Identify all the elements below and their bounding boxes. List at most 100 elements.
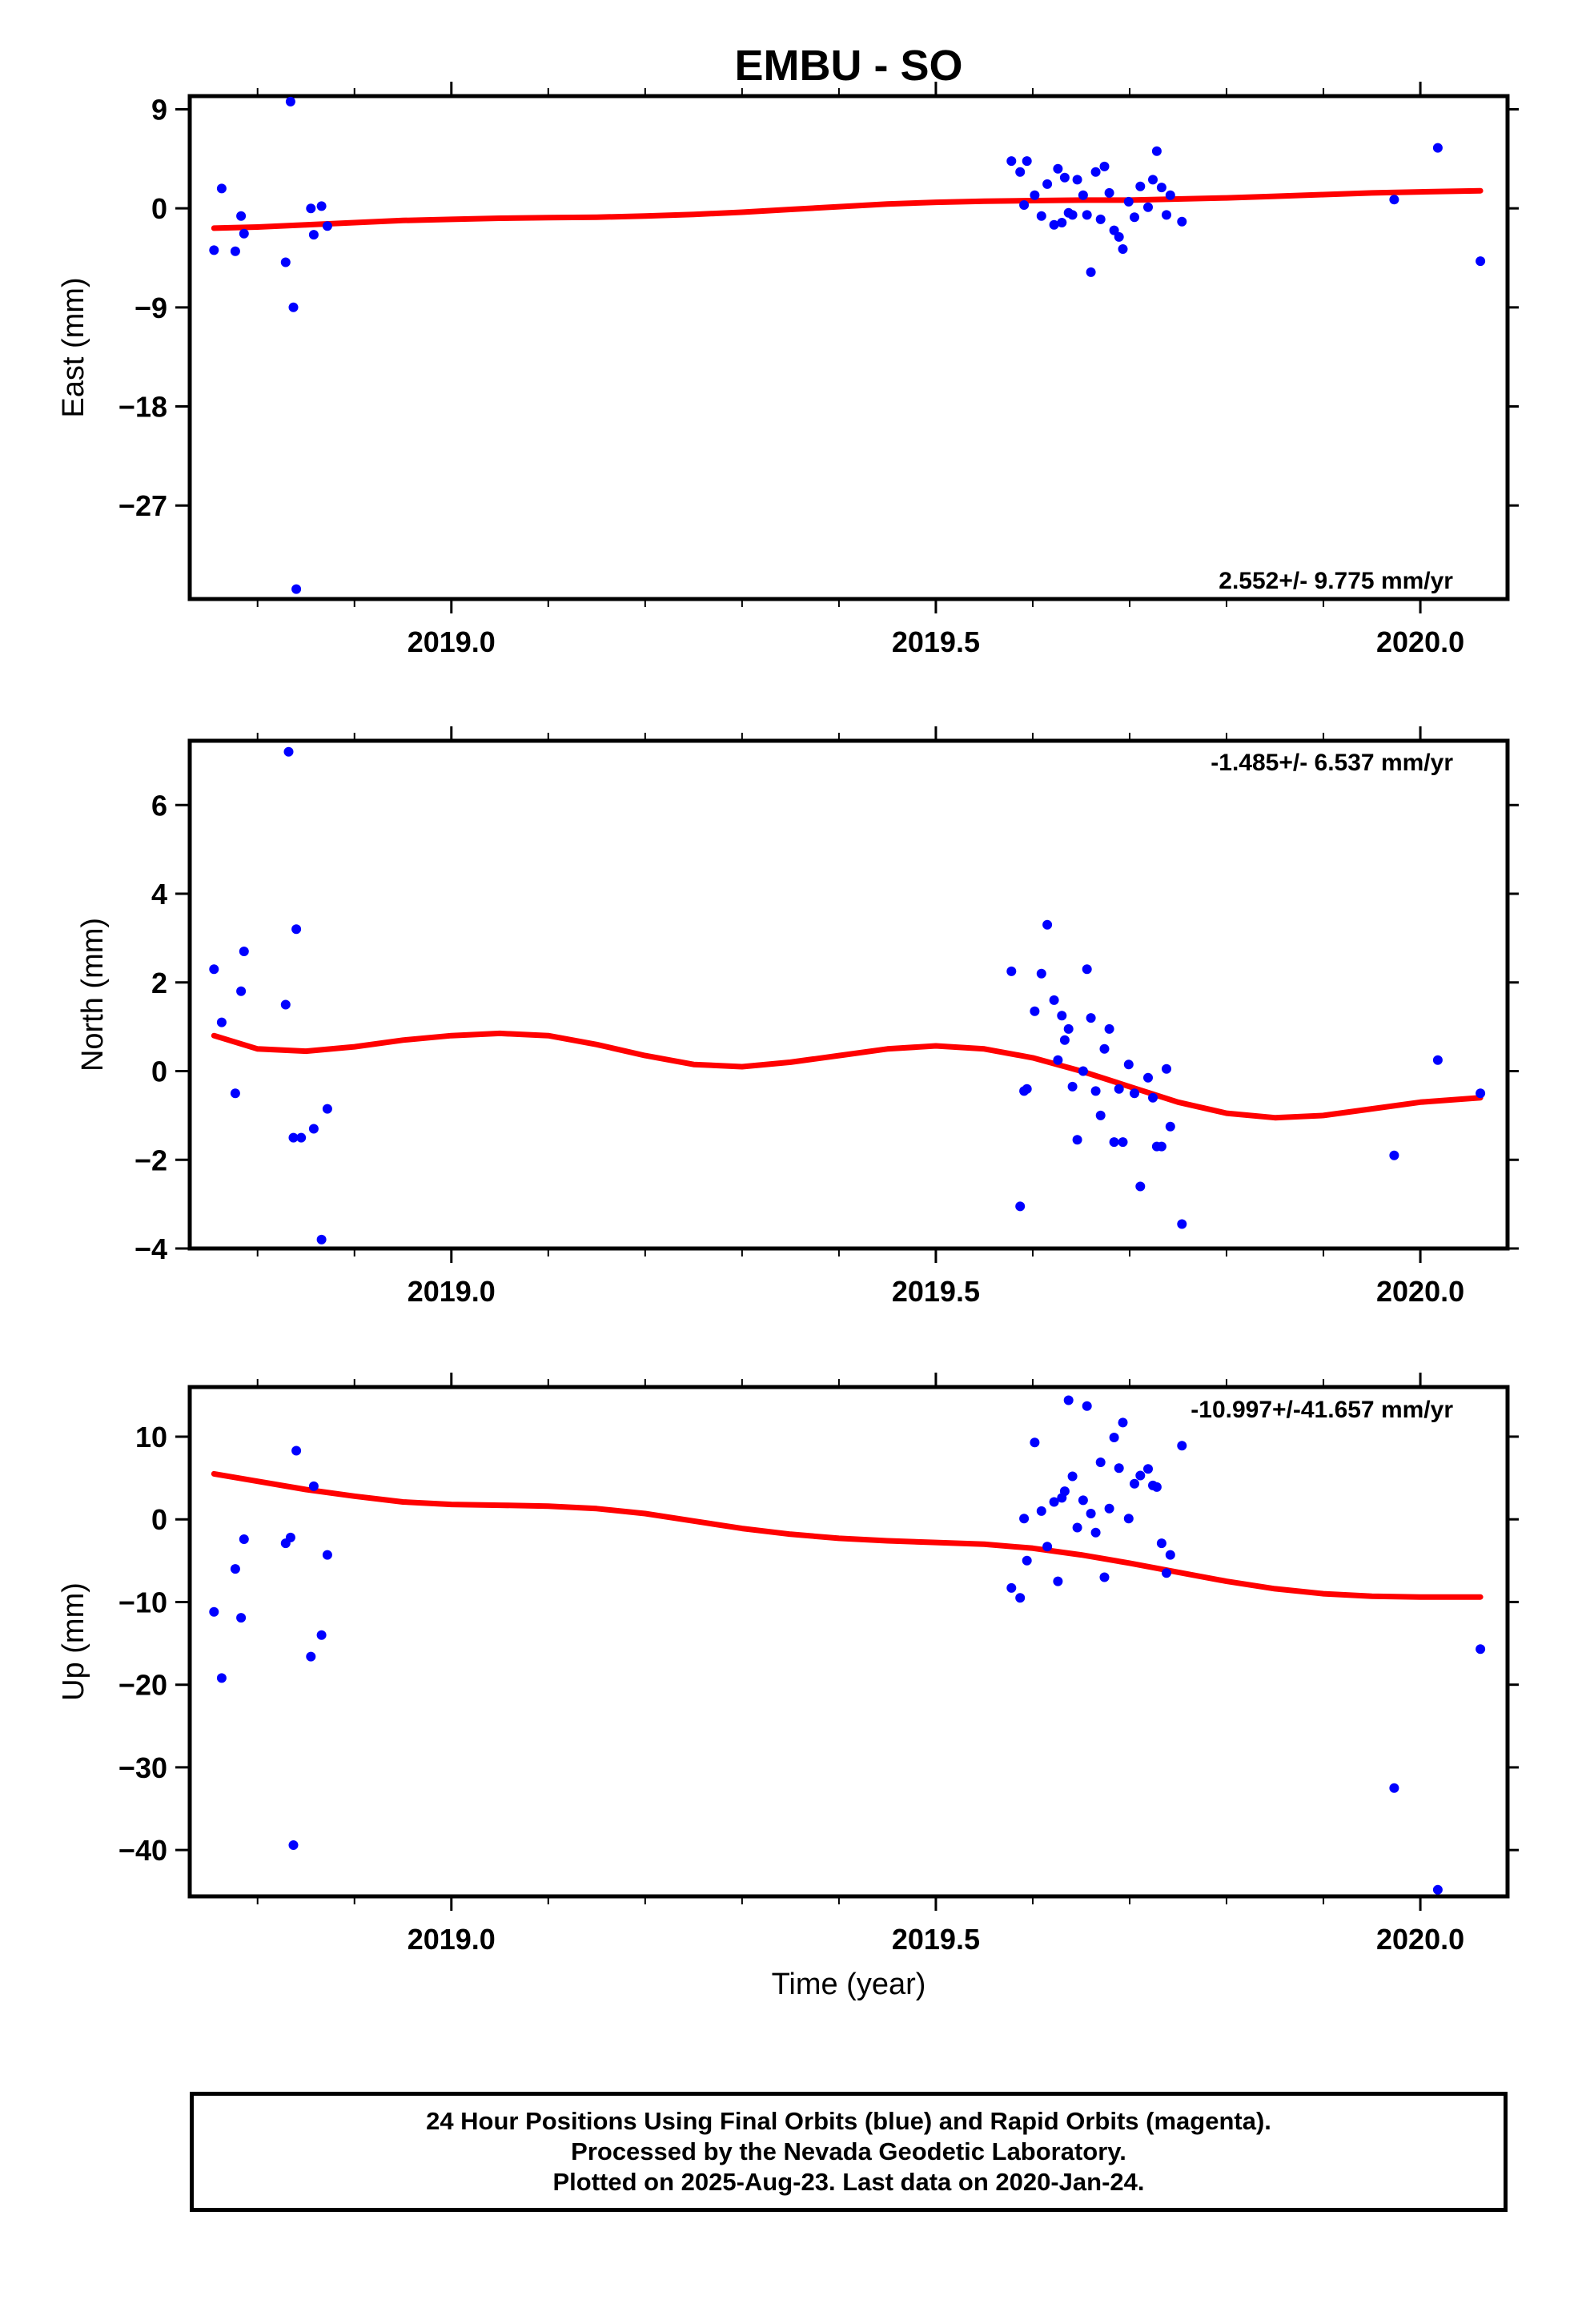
footer-caption-box: 24 Hour Positions Using Final Orbits (bl… [190, 2092, 1508, 2212]
up-data-point [322, 1550, 332, 1560]
north-data-point [1006, 966, 1017, 976]
up-data-point [230, 1564, 240, 1574]
east-y-tick-label: −9 [135, 292, 167, 324]
north-data-point [1109, 1137, 1119, 1148]
east-data-point [1030, 190, 1040, 200]
up-y-tick-label: −30 [118, 1751, 167, 1784]
north-y-tick-label: −2 [135, 1144, 167, 1176]
north-data-point [1059, 1035, 1070, 1045]
north-data-point [1078, 1066, 1088, 1076]
up-data-point [1476, 1644, 1486, 1655]
up-data-point [1086, 1509, 1096, 1518]
up-data-point [1072, 1522, 1082, 1533]
north-data-point [1135, 1181, 1146, 1192]
north-x-tick-label: 2019.0 [408, 1275, 496, 1308]
east-data-point [1082, 210, 1092, 220]
up-data-point [1135, 1470, 1146, 1481]
east-data-point [1165, 190, 1175, 200]
east-data-point [1177, 216, 1187, 227]
north-data-point [239, 947, 249, 956]
north-data-point [216, 1017, 227, 1027]
up-data-point [1078, 1495, 1088, 1506]
north-data-point [1082, 964, 1092, 975]
north-data-point [1130, 1088, 1139, 1099]
up-data-point [1090, 1527, 1101, 1538]
east-data-point [322, 221, 332, 231]
east-data-point [209, 245, 219, 255]
east-data-point [308, 230, 319, 240]
east-data-point [1151, 146, 1162, 156]
north-points [209, 746, 1486, 1244]
east-data-point [288, 302, 299, 312]
east-data-point [1042, 179, 1053, 189]
north-data-point [283, 746, 294, 757]
up-data-point [1082, 1401, 1092, 1411]
north-data-point [1432, 1055, 1443, 1065]
east-data-point [230, 246, 240, 256]
up-data-point [291, 1445, 302, 1456]
up-data-point [1104, 1503, 1114, 1514]
east-data-point [216, 183, 227, 194]
north-data-point [291, 924, 302, 935]
east-data-point [1156, 183, 1166, 193]
north-data-point [1123, 1059, 1134, 1070]
east-data-point [1049, 219, 1059, 230]
east-data-point [1053, 163, 1063, 174]
east-data-point [1143, 202, 1153, 212]
up-data-point [1114, 1463, 1124, 1474]
north-data-point [296, 1132, 307, 1143]
up-data-point [1022, 1555, 1032, 1566]
up-data-point [1063, 1395, 1074, 1405]
east-data-point [1118, 244, 1128, 254]
up-data-point [1177, 1441, 1187, 1451]
east-data-point [1015, 167, 1026, 177]
up-data-point [1053, 1576, 1063, 1586]
north-data-point [209, 964, 219, 975]
north-data-point [1022, 1084, 1032, 1094]
north-data-point [1049, 995, 1059, 1005]
north-data-point [1156, 1141, 1166, 1152]
east-data-point [1476, 256, 1486, 267]
up-x-tick-label: 2020.0 [1376, 1923, 1464, 1956]
up-data-point [1095, 1458, 1106, 1467]
north-data-point [308, 1124, 319, 1134]
up-ticks: 10 0 −10 −20 −30 −40 2019.0 2019.5 2020.0 [118, 1373, 1519, 1956]
east-data-point [1019, 200, 1030, 210]
east-ticks: 9 0 −9 −18 −27 2019.0 2019.5 2020.0 [118, 82, 1519, 658]
north-data-point [1057, 1011, 1067, 1021]
east-data-point [280, 257, 291, 267]
north-data-point [322, 1104, 332, 1114]
north-data-point [1118, 1137, 1128, 1148]
east-data-point [291, 584, 302, 594]
up-data-point [1118, 1417, 1128, 1428]
east-data-point [1123, 196, 1134, 207]
up-data-point [1006, 1582, 1017, 1593]
up-data-point [1123, 1514, 1134, 1524]
north-y-tick-label: −4 [135, 1232, 167, 1265]
north-data-point [1086, 1013, 1096, 1023]
north-data-point [1476, 1088, 1486, 1099]
east-y-tick-label: −27 [118, 489, 167, 522]
north-data-point [1095, 1110, 1106, 1120]
up-y-tick-label: 0 [151, 1503, 167, 1536]
up-data-point [1162, 1568, 1171, 1578]
east-data-point [316, 201, 327, 211]
east-data-point [1022, 156, 1032, 167]
east-data-point [236, 211, 247, 221]
north-data-point [1030, 1006, 1040, 1016]
north-panel: North (mm) -1.485+/- 6.537 mm/yr 6 4 2 0 −2 −… [76, 726, 1519, 1308]
east-x-tick-label: 2020.0 [1376, 625, 1464, 658]
north-data-point [1053, 1055, 1063, 1065]
east-data-point [285, 96, 295, 107]
up-data-point [1099, 1572, 1110, 1582]
north-data-point [1036, 968, 1046, 979]
east-data-point [1006, 156, 1017, 167]
east-data-point [1095, 214, 1106, 224]
east-data-point [1099, 161, 1110, 171]
up-data-point [285, 1532, 295, 1542]
east-data-point [1114, 231, 1124, 242]
up-x-tick-label: 2019.0 [408, 1923, 496, 1956]
north-y-tick-label: 0 [151, 1055, 167, 1088]
up-rate-label: -10.997+/-41.657 mm/yr [1191, 1397, 1453, 1423]
up-data-point [288, 1840, 299, 1850]
